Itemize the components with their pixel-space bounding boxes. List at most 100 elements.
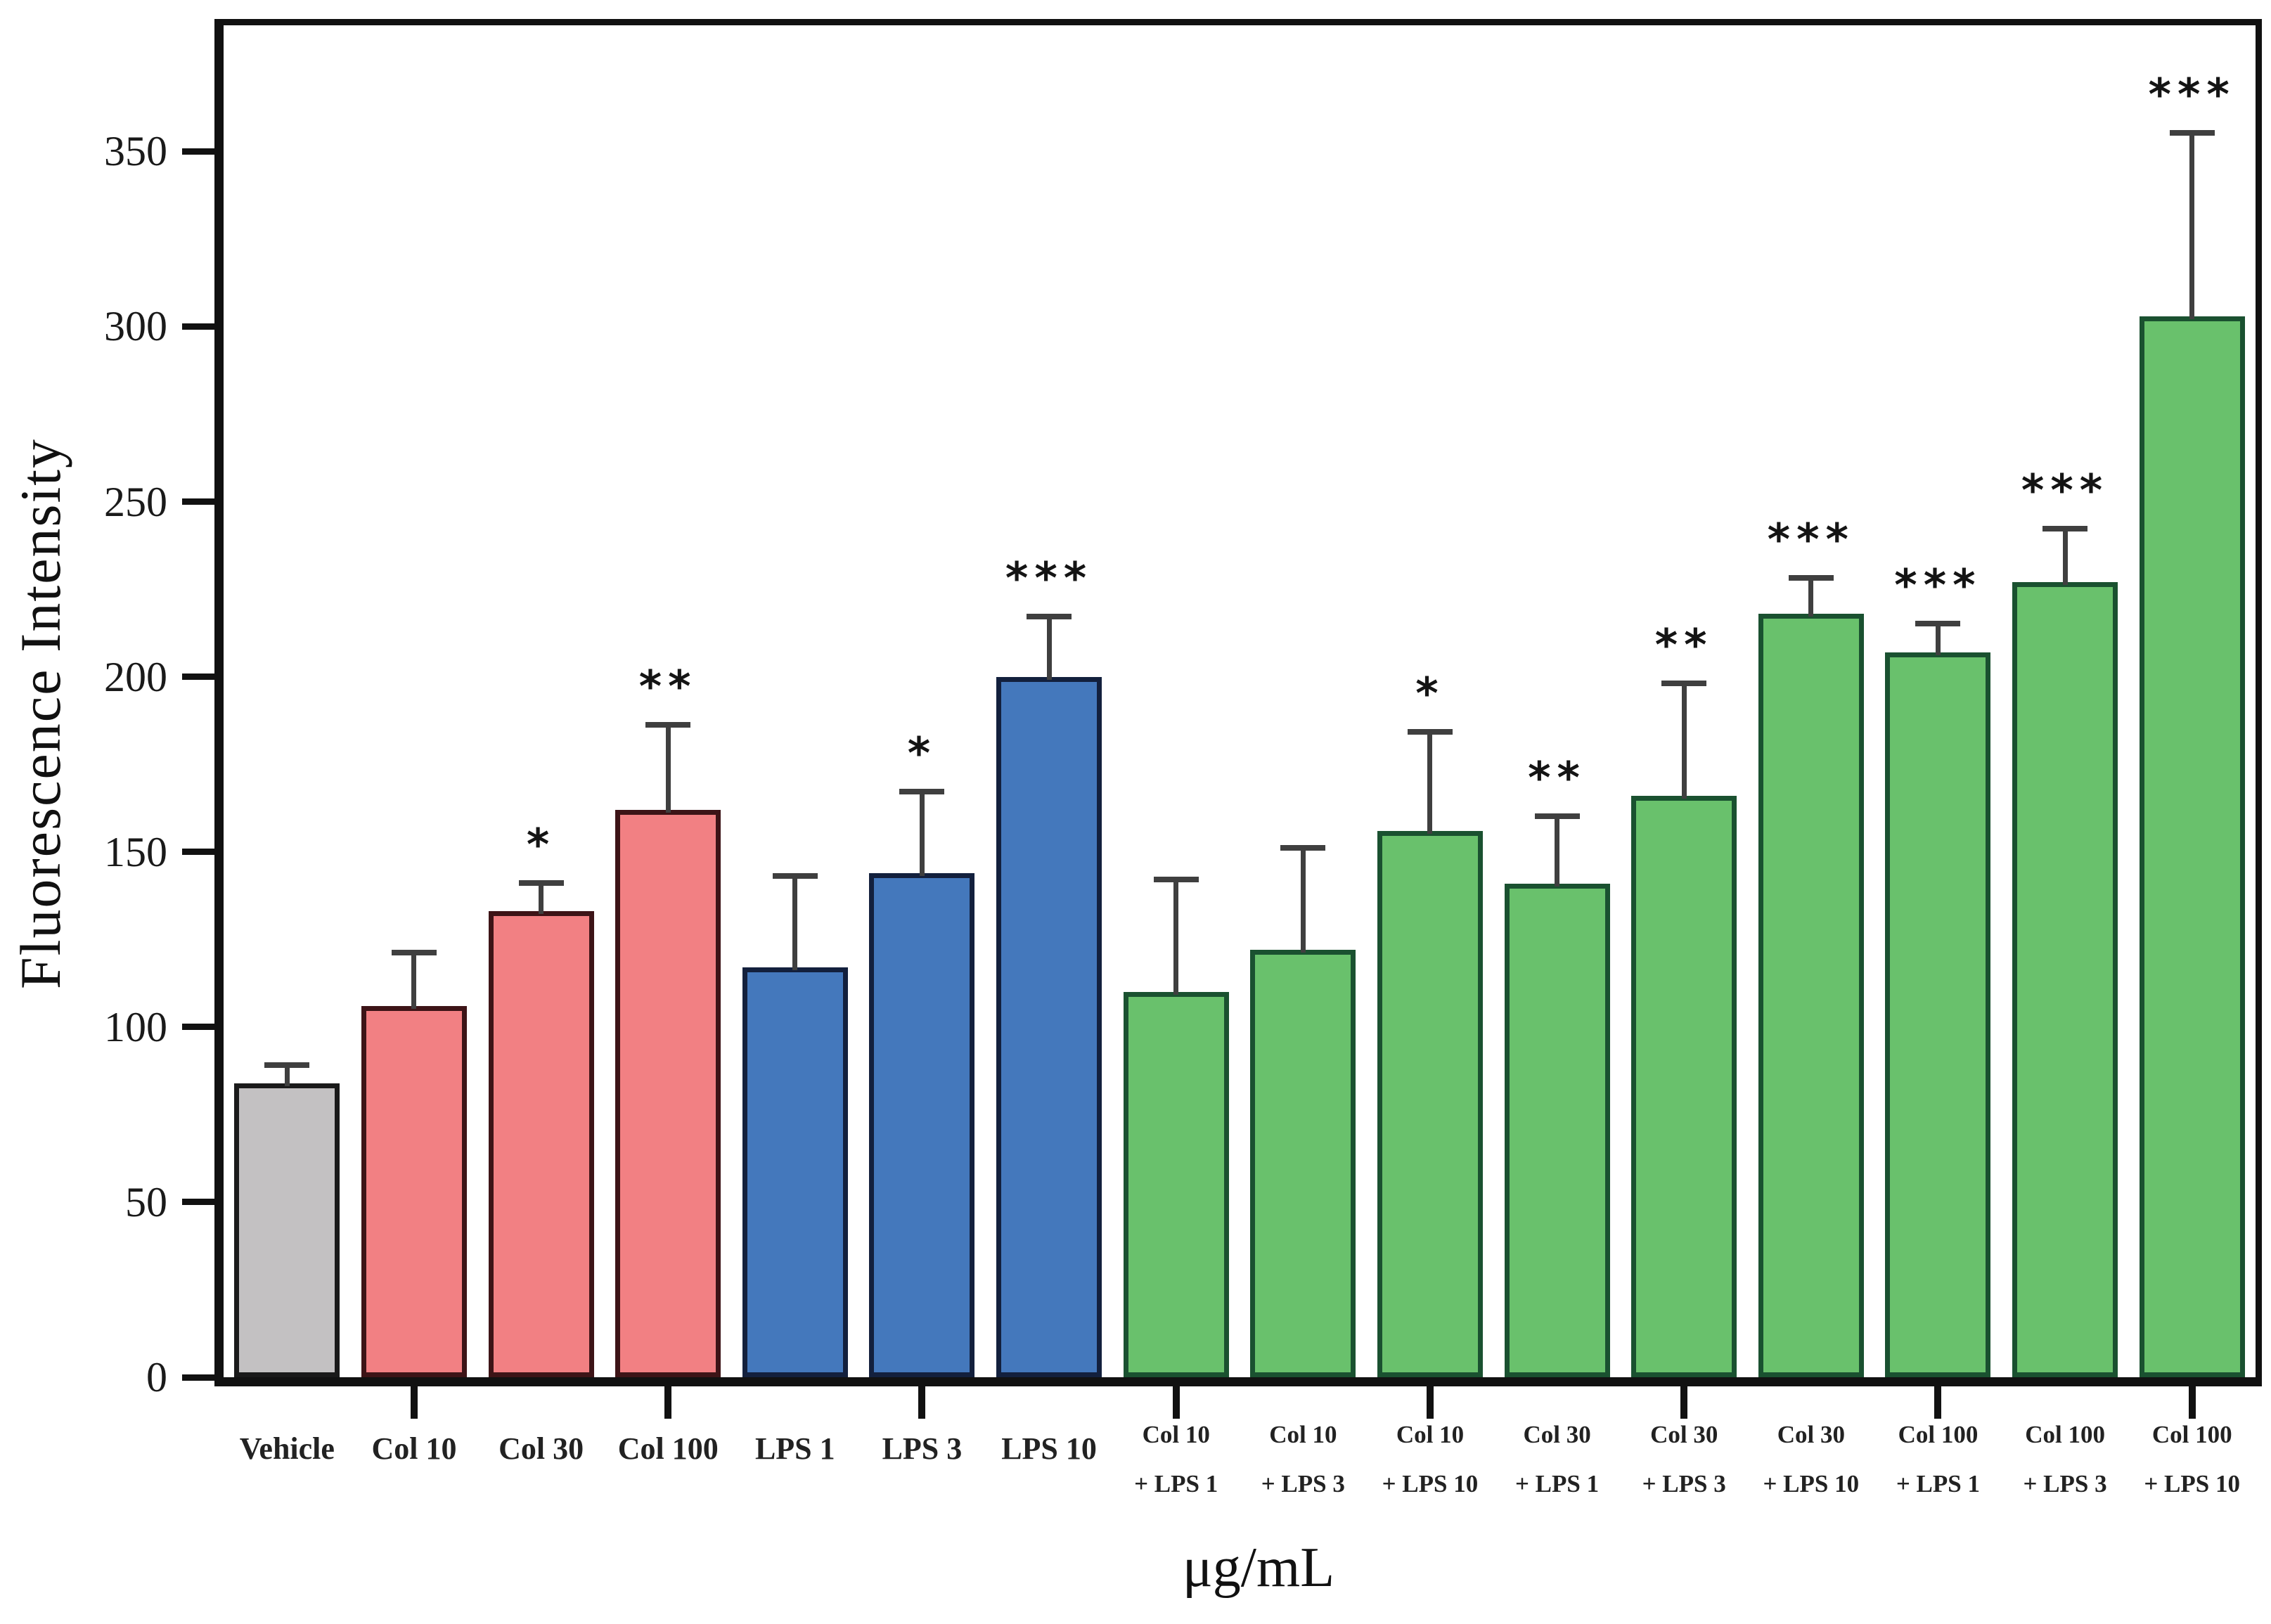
x-category-label: Col 100 — [617, 1431, 719, 1466]
error-bar-line — [1555, 813, 1560, 887]
significance-stars: * — [907, 728, 937, 780]
y-tick-label: 250 — [104, 478, 167, 525]
error-bar-line — [284, 1062, 290, 1086]
x-category-label: LPS 3 — [882, 1431, 963, 1466]
x-category-label-line2: + LPS 3 — [1261, 1470, 1345, 1497]
x-category-label: Vehicle — [239, 1431, 335, 1466]
error-bar-line — [1681, 680, 1687, 799]
bar — [361, 1005, 467, 1377]
bar — [1123, 992, 1229, 1377]
y-tick-label: 200 — [104, 653, 167, 700]
bar — [1250, 950, 1356, 1377]
error-bar-line — [792, 872, 798, 971]
y-tick — [182, 1199, 214, 1206]
x-tick — [664, 1386, 672, 1419]
x-tick — [1934, 1386, 1942, 1419]
y-tick-label: 150 — [104, 828, 167, 875]
error-bar-line — [1808, 575, 1814, 617]
x-category-label-line2: + LPS 3 — [1642, 1470, 1726, 1497]
y-tick — [182, 849, 214, 856]
significance-stars: *** — [1894, 559, 1982, 611]
y-tick-label: 350 — [104, 128, 167, 175]
x-category-label: LPS 10 — [1001, 1431, 1097, 1466]
significance-stars: * — [526, 818, 556, 870]
error-bar-cap — [1153, 876, 1199, 882]
significance-stars: *** — [2148, 69, 2236, 121]
error-bar-cap — [1407, 729, 1453, 735]
y-tick — [182, 323, 214, 330]
bar — [1504, 883, 1610, 1377]
error-bar-line — [919, 789, 925, 876]
error-bar-line — [1427, 729, 1433, 834]
error-bar-cap — [1027, 613, 1072, 619]
bar — [234, 1083, 340, 1377]
significance-stars: ** — [1654, 619, 1713, 671]
x-category-label-line2: + LPS 3 — [2023, 1470, 2107, 1497]
plot-area: 0 50 100 150 200 250 300 350 Vehicle Col 10 * Col 3… — [104, 19, 2262, 1497]
x-category-label-line2: + LPS 1 — [1896, 1470, 1981, 1497]
x-tick — [410, 1386, 418, 1419]
bar — [2139, 316, 2245, 1377]
bar — [869, 872, 975, 1377]
x-category-label: Col 30 — [1523, 1421, 1591, 1448]
x-category-label: Col 30 — [498, 1431, 584, 1466]
bar — [615, 809, 721, 1377]
y-tick-label: 0 — [146, 1354, 167, 1400]
bar — [742, 967, 848, 1377]
error-bar-cap — [1661, 680, 1707, 686]
bar — [2012, 582, 2118, 1377]
x-category-label: Col 100 — [1898, 1421, 1979, 1448]
error-bar-line — [1935, 620, 1941, 655]
x-category-label: LPS 1 — [754, 1431, 835, 1466]
x-category-label: Col 10 — [1142, 1421, 1210, 1448]
x-category-label: Col 100 — [2151, 1421, 2232, 1448]
error-bar-line — [539, 879, 544, 915]
error-bar-cap — [1915, 620, 1961, 626]
significance-stars: * — [1415, 668, 1445, 720]
error-bar-line — [665, 722, 671, 813]
y-tick-label: 300 — [104, 303, 167, 350]
error-bar-line — [411, 950, 417, 1009]
error-bar-cap — [391, 950, 437, 956]
significance-stars: *** — [1767, 514, 1855, 566]
x-tick — [1172, 1386, 1180, 1419]
x-category-label: Col 10 — [371, 1431, 457, 1466]
significance-stars: ** — [638, 661, 697, 713]
bar — [1631, 796, 1737, 1377]
x-tick — [1680, 1386, 1688, 1419]
error-bar-cap — [645, 722, 691, 728]
error-bar-cap — [1280, 844, 1326, 851]
x-category-label: Col 30 — [1650, 1421, 1718, 1448]
x-category-label-line2: + LPS 10 — [1382, 1470, 1479, 1497]
error-bar-line — [2189, 130, 2195, 319]
x-tick — [2188, 1386, 2196, 1419]
x-category-label: Col 10 — [1396, 1421, 1465, 1448]
error-bar-cap — [518, 879, 564, 886]
x-category-label: Col 30 — [1777, 1421, 1845, 1448]
significance-stars: *** — [1005, 552, 1093, 604]
y-tick — [182, 1374, 214, 1381]
y-tick — [182, 498, 214, 505]
error-bar-line — [1173, 876, 1179, 995]
significance-stars: ** — [1528, 752, 1586, 804]
y-tick — [182, 1024, 214, 1031]
x-axis-title: μg/mL — [1182, 1537, 1335, 1599]
error-bar-cap — [1788, 575, 1834, 581]
bar — [488, 911, 594, 1377]
error-bar-cap — [264, 1062, 310, 1068]
x-category-label: Col 100 — [2025, 1421, 2105, 1448]
error-bar-cap — [1534, 813, 1580, 819]
significance-stars: *** — [2021, 465, 2109, 517]
x-category-label-line2: + LPS 10 — [1763, 1470, 1860, 1497]
x-category-label-line2: + LPS 10 — [2144, 1470, 2241, 1497]
x-tick — [918, 1386, 926, 1419]
bar — [1758, 613, 1864, 1377]
bar — [1377, 830, 1483, 1377]
y-tick-label: 50 — [125, 1178, 167, 1225]
error-bar-cap — [2042, 526, 2088, 532]
bar — [1885, 652, 1991, 1377]
bar — [996, 676, 1102, 1377]
error-bar-cap — [2169, 130, 2215, 136]
x-category-label-line2: + LPS 1 — [1514, 1470, 1600, 1497]
y-tick — [182, 674, 214, 681]
